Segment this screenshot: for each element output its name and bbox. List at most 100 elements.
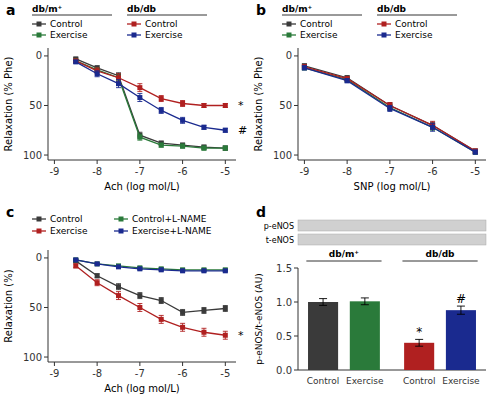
legend-label: Exercise [50, 30, 88, 40]
legend-marker [37, 229, 42, 234]
error-bar [137, 134, 142, 140]
error-bar [201, 125, 206, 129]
legend-label: Exercise [50, 226, 88, 236]
error-bar [137, 84, 142, 92]
point [137, 135, 142, 140]
blot-strip [298, 234, 486, 245]
series [302, 65, 478, 154]
point [473, 149, 478, 154]
point [159, 143, 164, 148]
legend: db/m⁺ControlExercisedb/dbControlExercise [32, 4, 207, 40]
x-tick-label: Exercise [442, 376, 480, 386]
legend-marker [37, 22, 42, 27]
x-tick [475, 160, 476, 164]
point [201, 145, 206, 150]
point [180, 325, 185, 330]
point [223, 146, 228, 151]
bar [446, 310, 476, 370]
x-axis-label: SNP (log mol/L) [354, 181, 431, 192]
x-tick-label: -5 [470, 166, 480, 177]
x-tick [225, 160, 226, 164]
bar [404, 343, 434, 370]
series [73, 58, 228, 108]
point [116, 284, 121, 289]
y-tick [294, 336, 298, 337]
error-bar [159, 107, 164, 113]
legend-group-rule [32, 15, 112, 16]
point [430, 125, 435, 130]
point [223, 146, 228, 151]
group-header: db/db [426, 249, 456, 259]
legend-marker [132, 22, 137, 27]
y-tick [44, 357, 48, 358]
series [73, 59, 228, 132]
error-bar [387, 105, 392, 111]
annotation: # [238, 124, 247, 137]
y-axis [298, 268, 299, 370]
y-tick [294, 105, 298, 106]
point [137, 293, 142, 298]
point [201, 146, 206, 151]
point [223, 268, 228, 273]
error-bar [159, 143, 164, 147]
y-tick-label: 100 [273, 150, 292, 161]
panel-letter: c [6, 204, 14, 220]
series [73, 257, 228, 272]
group-rule [306, 261, 381, 262]
series-line [76, 62, 226, 130]
point [137, 95, 142, 100]
legend-marker [119, 217, 124, 222]
legend: ControlExerciseControl+L-NAMEExercise+L-… [32, 214, 212, 236]
legend-label: Control [395, 19, 428, 29]
panel: dp-eNOSt-eNOSdb/m⁺db/db0.00.51.01.5p-eNO… [254, 204, 486, 386]
point [430, 125, 435, 130]
y-tick-label: 50 [29, 302, 42, 313]
legend-group-rule [377, 15, 457, 16]
point [73, 257, 78, 262]
plot-area [308, 298, 476, 370]
x-tick [182, 362, 183, 366]
error-bar [223, 146, 228, 150]
legend-marker [119, 229, 124, 234]
legend-label: Exercise [300, 30, 338, 40]
error-bar [415, 339, 423, 346]
point [73, 58, 78, 63]
error-bar [223, 128, 228, 132]
series [302, 65, 478, 154]
point [159, 317, 164, 322]
error-bar [159, 315, 164, 323]
x-tick [347, 160, 348, 164]
y-tick-label: 100 [23, 352, 42, 363]
point [73, 257, 78, 262]
group-rule [402, 261, 477, 262]
point [201, 125, 206, 130]
blot-label: t-eNOS [266, 236, 294, 245]
legend-label: Control [145, 19, 178, 29]
legend-group-header: db/db [127, 4, 157, 14]
series [73, 258, 228, 315]
error-bar [457, 306, 465, 314]
point [73, 258, 78, 263]
y-tick [294, 302, 298, 303]
x-tick-label: -7 [135, 368, 145, 379]
x-tick-label: -5 [220, 368, 230, 379]
point [95, 280, 100, 285]
error-bar [137, 304, 142, 312]
plot-area [73, 56, 228, 150]
blot-label: p-eNOS [264, 222, 294, 231]
bar [308, 302, 338, 370]
point [180, 267, 185, 272]
legend-group-rule [127, 15, 207, 16]
point [159, 267, 164, 272]
annotation: * [238, 329, 244, 342]
error-bar [430, 124, 435, 130]
error-bar [223, 331, 228, 339]
legend-label: Exercise [395, 30, 433, 40]
legend-group-header: db/db [377, 4, 407, 14]
point [201, 103, 206, 108]
x-axis-label: Ach (log mol/L) [104, 181, 180, 192]
x-tick-label: -8 [92, 166, 102, 177]
y-axis-label: Relaxation (%) [3, 269, 14, 342]
y-axis-label: Relaxation (% Phe) [253, 56, 264, 151]
error-bar [159, 298, 164, 304]
